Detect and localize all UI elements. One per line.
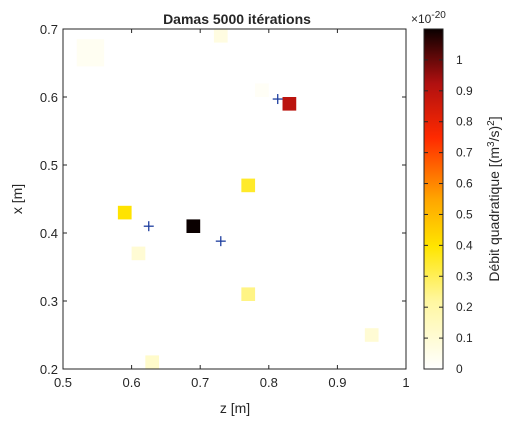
plot-frame [62, 28, 407, 370]
source-cell-10 [364, 328, 379, 342]
source-cells [76, 29, 379, 369]
microphone-markers [143, 94, 283, 247]
y-tick-label: 0.6 [40, 90, 58, 105]
colorbar-tick-label: 0.7 [456, 146, 473, 160]
plot-area: 0.5 0.6 0.7 0.8 0.9 1 0.2 0.3 0.4 0.5 0.6 0.7 [40, 22, 410, 390]
x-tick-label: 1 [402, 375, 409, 390]
source-cell-7 [186, 219, 201, 233]
y-tick-label: 0.3 [40, 294, 58, 309]
colorbar-ticks: 0 0.1 0.2 0.3 0.4 0.5 0.6 0.7 0.8 0.9 1 [424, 53, 473, 376]
colorbar-tick-label: 0.5 [456, 207, 473, 221]
source-cell-1 [76, 39, 105, 67]
y-axis-label: x [m] [9, 184, 25, 214]
source-cell-9 [241, 287, 256, 301]
source-cell-3 [255, 83, 269, 97]
microphone-marker-2 [143, 221, 154, 232]
y-tick-label: 0.2 [40, 362, 58, 377]
y-axis-ticks: 0.2 0.3 0.4 0.5 0.6 0.7 [40, 22, 406, 377]
source-cell-8 [131, 246, 146, 261]
colorbar: 0 0.1 0.2 0.3 0.4 0.5 0.6 0.7 0.8 0.9 1 ×10-20 Déb… [411, 10, 502, 376]
colorbar-tick-label: 0 [456, 362, 463, 376]
microphone-marker-3 [215, 236, 226, 247]
source-cell-5 [241, 178, 256, 193]
y-tick-label: 0.4 [40, 226, 58, 241]
source-cell-2 [213, 29, 228, 43]
chart-title: Damas 5000 itérations [163, 11, 311, 27]
colorbar-gradient [423, 28, 444, 370]
colorbar-tick-label: 0.2 [456, 300, 473, 314]
x-tick-label: 0.8 [260, 375, 278, 390]
colorbar-label: Débit quadratique [(m3/s)2] [486, 116, 502, 281]
x-tick-label: 0.6 [123, 375, 141, 390]
source-cell-11 [145, 355, 160, 369]
colorbar-tick-label: 0.4 [456, 238, 473, 252]
colorbar-tick-label: 0.9 [456, 84, 473, 98]
x-tick-label: 0.7 [191, 375, 209, 390]
colorbar-tick-label: 0.8 [456, 115, 473, 129]
microphone-marker-1 [272, 94, 283, 105]
x-tick-label: 0.5 [54, 375, 72, 390]
source-cell-4 [282, 97, 297, 111]
source-cell-6 [117, 205, 132, 220]
colorbar-tick-label: 0.6 [456, 177, 473, 191]
colorbar-tick-label: 0.3 [456, 269, 473, 283]
colorbar-scale: ×10-20 [411, 10, 446, 26]
y-tick-label: 0.5 [40, 158, 58, 173]
x-axis-label: z [m] [220, 400, 250, 416]
colorbar-tick-label: 0.1 [456, 331, 473, 345]
colorbar-scale-exponent: -20 [431, 10, 446, 21]
y-tick-label: 0.7 [40, 22, 58, 37]
x-tick-label: 0.9 [328, 375, 346, 390]
colorbar-scale-base: ×10 [411, 12, 432, 26]
plot-background [63, 29, 406, 369]
x-axis-ticks: 0.5 0.6 0.7 0.8 0.9 1 [54, 29, 410, 390]
colorbar-tick-label: 1 [456, 53, 463, 67]
